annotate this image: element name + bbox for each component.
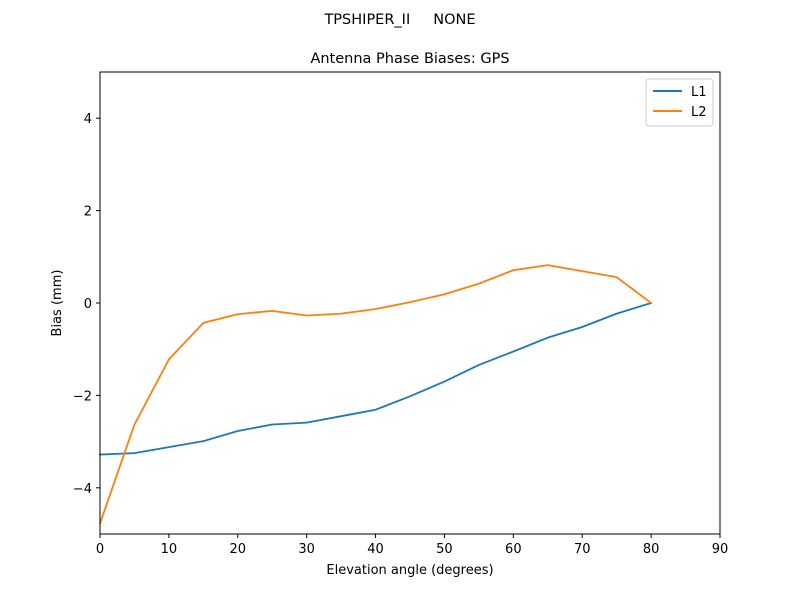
y-tick-label: −2	[73, 389, 92, 404]
legend: L1 L2	[645, 78, 714, 127]
y-tick-label: −4	[73, 482, 92, 497]
y-tick-label: 4	[84, 112, 92, 127]
x-tick-label: 0	[96, 542, 104, 557]
y-tick-label: 2	[84, 205, 92, 220]
chart-title: Antenna Phase Biases: GPS	[310, 51, 509, 67]
x-tick-label: 20	[230, 542, 247, 557]
x-tick-label: 60	[505, 542, 522, 557]
legend-label-l1: L1	[691, 85, 707, 100]
figure-suptitle: TPSHIPER_II NONE	[323, 12, 475, 28]
x-tick-label: 70	[574, 542, 591, 557]
x-tick-label: 40	[367, 542, 384, 557]
x-tick-label: 80	[643, 542, 660, 557]
series-line-l1	[99, 301, 653, 456]
x-tick-label: 50	[436, 542, 453, 557]
series-line-l2	[98, 264, 653, 525]
x-tick-label: 10	[161, 542, 178, 557]
x-axis: 0 10 20 30 40 50 60 70 80 90	[96, 534, 728, 557]
y-axis-label: Bias (mm)	[50, 270, 65, 337]
y-axis: −4 −2 0 2 4	[73, 112, 100, 497]
x-axis-label: Elevation angle (degrees)	[326, 563, 493, 578]
legend-label-l2: L2	[691, 105, 707, 120]
series-layer	[98, 264, 653, 525]
plot-area	[100, 72, 720, 534]
x-tick-label: 90	[712, 542, 729, 557]
x-tick-label: 30	[298, 542, 315, 557]
y-tick-label: 0	[84, 297, 92, 312]
